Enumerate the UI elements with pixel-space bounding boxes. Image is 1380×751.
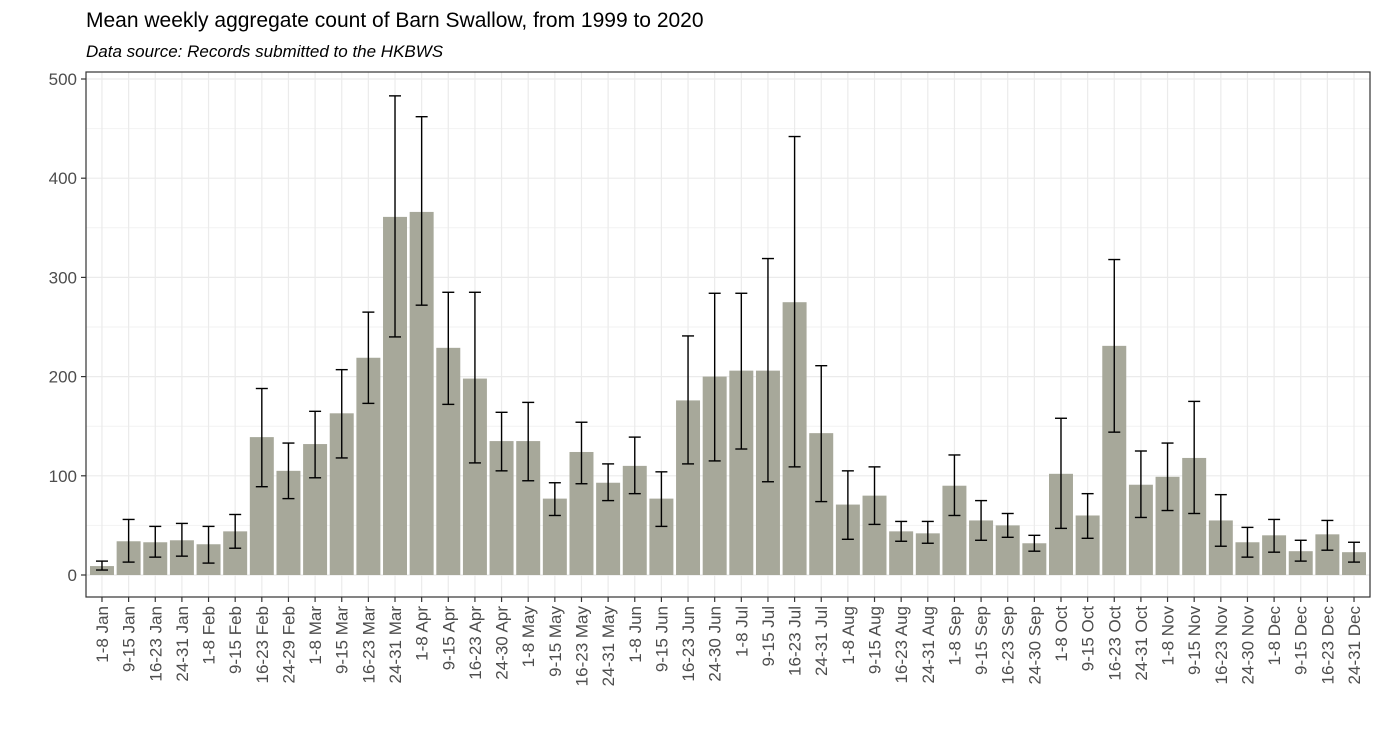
bar	[862, 495, 887, 575]
x-tick-label: 9-15 Aug	[866, 606, 885, 674]
bar	[383, 216, 407, 575]
x-tick-label: 1-8 Sep	[945, 606, 964, 666]
x-tick-label: 16-23 Jan	[146, 606, 165, 682]
bar	[356, 357, 381, 575]
y-tick-label: 300	[49, 268, 77, 287]
x-tick-label: 16-23 May	[572, 606, 591, 687]
x-tick-label: 24-30 Sep	[1025, 606, 1044, 684]
bar	[676, 400, 701, 575]
bar	[276, 470, 301, 575]
bar	[1155, 476, 1180, 575]
bar	[969, 520, 994, 575]
x-tick-label: 1-8 Nov	[1159, 606, 1178, 666]
y-tick-label: 200	[49, 368, 77, 387]
chart-title: Mean weekly aggregate count of Barn Swal…	[86, 9, 704, 32]
bar	[542, 498, 567, 575]
bar	[1102, 345, 1127, 575]
bar	[1288, 551, 1313, 575]
bar	[702, 376, 727, 575]
y-tick-label: 500	[49, 70, 77, 89]
y-tick-label: 400	[49, 169, 77, 188]
x-tick-label: 9-15 Jul	[759, 606, 778, 666]
bar	[596, 482, 621, 575]
x-tick-label: 1-8 Jun	[626, 606, 645, 663]
bar	[649, 498, 674, 575]
x-tick-label: 1-8 Feb	[200, 606, 219, 665]
bar	[1075, 515, 1100, 575]
plot-area: 0 100 200 300 400 500 1-8 Jan 9-15 Jan 16-23 Jan…	[49, 70, 1371, 687]
bar	[1235, 542, 1260, 575]
bar	[942, 485, 967, 575]
bar	[1342, 552, 1367, 575]
bar	[516, 441, 541, 575]
x-tick-label: 9-15 Sep	[972, 606, 991, 675]
bar	[143, 542, 168, 575]
bar	[729, 370, 754, 575]
x-tick-label: 1-8 Jan	[93, 606, 112, 663]
x-tick-label: 16-23 Jul	[786, 606, 805, 676]
bar	[1262, 535, 1287, 575]
bar	[489, 441, 514, 575]
bar	[1128, 484, 1153, 575]
x-tick-label: 9-15 Nov	[1185, 606, 1204, 675]
x-tick-label: 16-23 Oct	[1105, 606, 1124, 681]
x-tick-label: 24-31 Oct	[1132, 606, 1151, 681]
x-tick-label: 24-31 Jul	[812, 606, 831, 676]
x-tick-label: 1-8 Dec	[1265, 606, 1284, 666]
bar	[889, 531, 914, 575]
x-tick-label: 16-23 Apr	[466, 606, 485, 680]
x-tick-label: 9-15 Apr	[439, 606, 458, 671]
chart-subtitle: Data source: Records submitted to the HK…	[86, 42, 444, 61]
bar	[1315, 534, 1340, 575]
x-tick-label: 9-15 Dec	[1292, 606, 1311, 675]
bar	[1208, 520, 1233, 575]
x-tick-label: 9-15 May	[546, 606, 565, 677]
y-tick-label: 0	[68, 566, 77, 585]
bar	[569, 451, 594, 575]
x-tick-label: 9-15 Jan	[120, 606, 139, 672]
x-tick-label: 16-23 Nov	[1212, 606, 1231, 685]
x-tick-label: 16-23 Sep	[999, 606, 1018, 684]
x-tick-label: 1-8 Apr	[413, 606, 432, 661]
x-tick-label: 1-8 Mar	[306, 606, 325, 665]
bar	[809, 433, 834, 575]
x-tick-label: 16-23 Mar	[359, 606, 378, 684]
x-tick-label: 1-8 Aug	[839, 606, 858, 665]
bar	[329, 413, 354, 575]
x-tick-label: 9-15 Jun	[652, 606, 671, 672]
x-tick-label: 24-30 Apr	[493, 606, 512, 680]
x-tick-label: 24-30 Nov	[1238, 606, 1257, 685]
x-tick-label: 1-8 May	[519, 606, 538, 668]
x-tick-label: 9-15 Mar	[333, 606, 352, 674]
x-tick-label: 9-15 Feb	[226, 606, 245, 674]
x-tick-label: 16-23 Dec	[1318, 606, 1337, 685]
x-tick-label: 24-31 Mar	[386, 606, 405, 684]
x-tick-label: 16-23 Aug	[892, 606, 911, 684]
x-tick-label: 24-31 May	[599, 606, 618, 687]
x-tick-label: 24-30 Jun	[706, 606, 725, 682]
bar	[249, 437, 274, 575]
bar	[462, 378, 487, 575]
bar	[1182, 457, 1207, 575]
x-tick-label: 16-23 Feb	[253, 606, 272, 684]
x-tick-label: 24-29 Feb	[279, 606, 298, 684]
plot-border	[85, 71, 1371, 598]
bar	[223, 531, 248, 575]
bar	[303, 444, 328, 575]
y-tick-label: 100	[49, 467, 77, 486]
x-tick-label: 16-23 Jun	[679, 606, 698, 682]
x-tick-label: 1-8 Jul	[732, 606, 751, 657]
x-tick-label: 24-31 Jan	[173, 606, 192, 682]
x-tick-label: 24-31 Aug	[919, 606, 938, 684]
x-tick-label: 1-8 Oct	[1052, 606, 1071, 662]
bar	[409, 211, 434, 576]
bar	[169, 540, 194, 575]
x-tick-label: 9-15 Oct	[1079, 606, 1098, 671]
x-tick-label: 24-31 Dec	[1345, 606, 1364, 685]
